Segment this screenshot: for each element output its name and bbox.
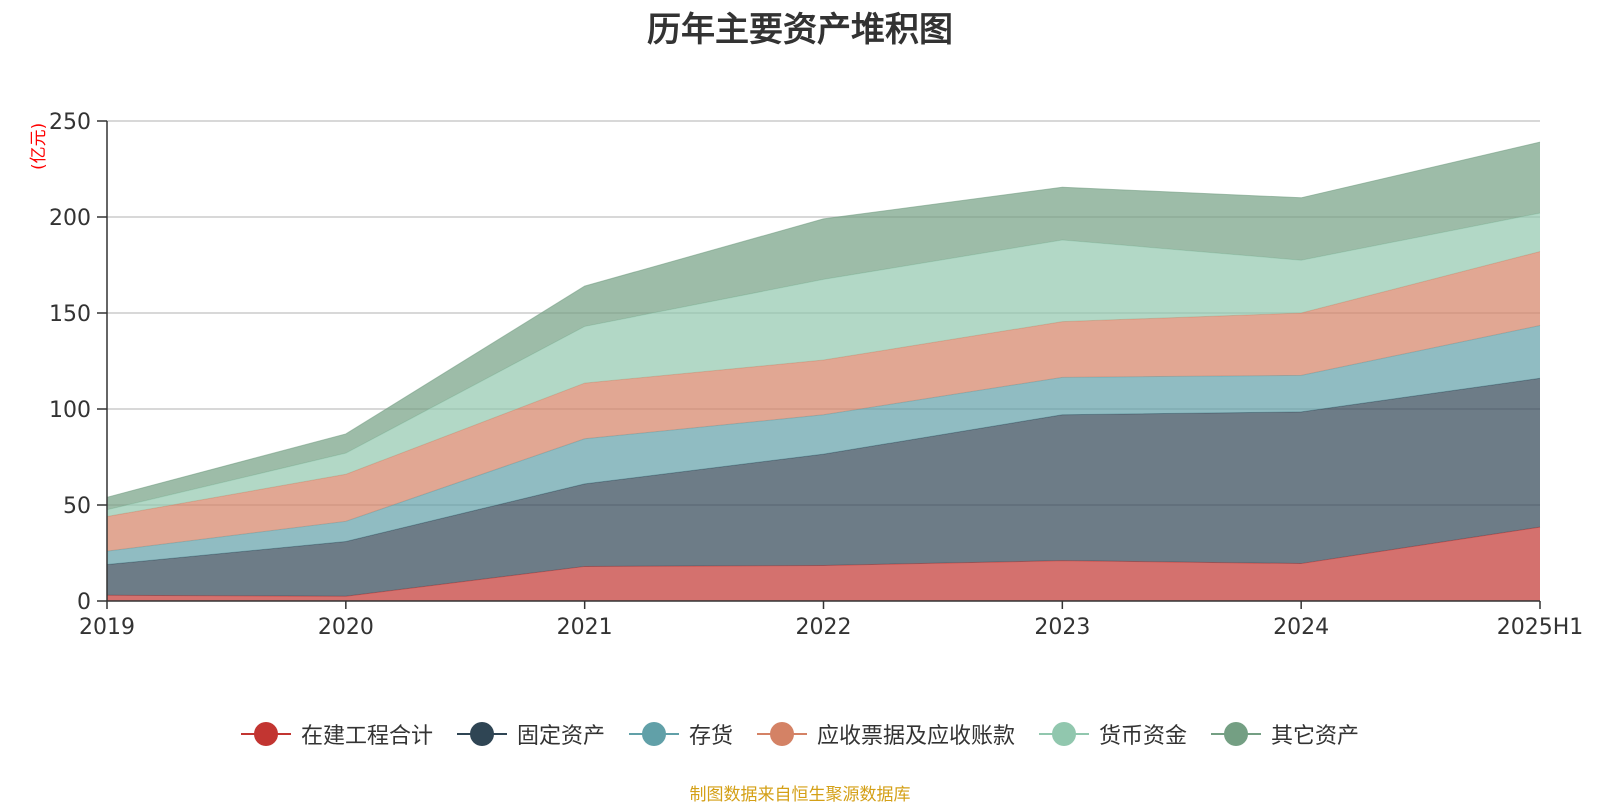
line-series-5 [106, 141, 1541, 498]
x-tick-label: 2019 [79, 615, 135, 640]
legend-item-5[interactable]: 其它资产 [1211, 718, 1359, 750]
area-layer [106, 141, 1541, 601]
y-tick-label: 250 [49, 110, 91, 135]
y-tick-label: 200 [49, 206, 91, 231]
legend-label: 固定资产 [516, 724, 605, 749]
x-tick-label: 2025H1 [1497, 615, 1584, 640]
y-tick-label: 150 [49, 302, 91, 327]
legend-item-2[interactable]: 存货 [628, 718, 733, 750]
y-tick-label: 100 [49, 398, 91, 423]
legend-label: 其它资产 [1271, 724, 1360, 749]
x-tick-label: 2021 [557, 615, 613, 640]
axis-layer: 0 50 100 150 200 250 2019 2020 2021 2022 2023 2024 2… [49, 110, 1583, 640]
data-source-footer: 制图数据来自恒生聚源数据库 [689, 785, 911, 805]
chart-legend: 在建工程合计 固定资产 存货 应收票据及应收账款 货币资金 其它资产 [0, 718, 1600, 750]
x-tick-label: 2020 [318, 615, 374, 640]
legend-item-1[interactable]: 固定资产 [456, 718, 605, 750]
legend-label: 在建工程合计 [300, 724, 433, 749]
legend-marker-icon [628, 721, 679, 747]
legend-label: 应收票据及应收账款 [817, 724, 1016, 749]
legend-label: 存货 [688, 724, 733, 749]
x-tick-label: 2023 [1034, 615, 1090, 640]
legend-marker-icon [456, 721, 507, 747]
legend-item-4[interactable]: 货币资金 [1039, 718, 1187, 750]
area-series-0 [107, 527, 1540, 601]
area-series-3 [107, 251, 1540, 552]
area-series-5 [107, 142, 1540, 510]
area-series-4 [107, 213, 1540, 517]
legend-marker-icon [240, 721, 291, 747]
legend-marker-icon [1039, 721, 1090, 747]
x-tick-label: 2024 [1273, 615, 1329, 640]
area-series-2 [107, 325, 1540, 565]
legend-label: 货币资金 [1099, 724, 1188, 749]
x-tick-label: 2022 [796, 615, 852, 640]
legend-marker-icon [1211, 721, 1262, 747]
stacked-area-chart: 0 50 100 150 200 250 2019 2020 2021 2022 2023 2024 2… [49, 110, 1583, 640]
legend-marker-icon [757, 721, 807, 747]
y-tick-label: 0 [77, 590, 91, 615]
legend-item-0[interactable]: 在建工程合计 [240, 718, 433, 750]
area-series-1 [107, 378, 1540, 597]
y-tick-label: 50 [63, 494, 91, 519]
legend-item-3[interactable]: 应收票据及应收账款 [757, 718, 1015, 750]
chart-title: 历年主要资产堆积图 [647, 10, 953, 50]
